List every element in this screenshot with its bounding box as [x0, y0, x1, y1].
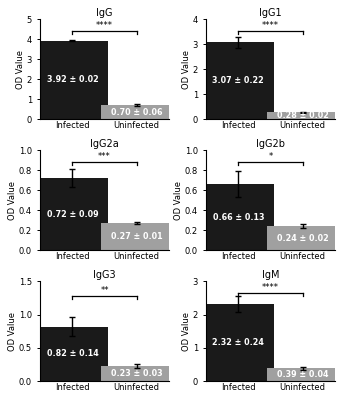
Bar — [267, 226, 338, 250]
Bar — [203, 42, 274, 119]
Y-axis label: OD Value: OD Value — [174, 181, 183, 220]
Bar — [203, 184, 274, 250]
Bar — [37, 326, 108, 381]
Bar — [37, 41, 108, 119]
Text: 3.92 ± 0.02: 3.92 ± 0.02 — [47, 76, 98, 84]
Y-axis label: OD Value: OD Value — [8, 181, 17, 220]
Title: IgG1: IgG1 — [259, 8, 282, 18]
Title: IgG3: IgG3 — [93, 270, 116, 280]
Y-axis label: OD Value: OD Value — [182, 312, 191, 351]
Text: 0.39 ± 0.04: 0.39 ± 0.04 — [277, 370, 328, 379]
Text: *: * — [268, 152, 273, 161]
Text: 0.27 ± 0.01: 0.27 ± 0.01 — [111, 232, 163, 241]
Text: 2.32 ± 0.24: 2.32 ± 0.24 — [212, 338, 264, 347]
Text: 0.70 ± 0.06: 0.70 ± 0.06 — [111, 108, 162, 117]
Bar — [267, 112, 338, 119]
Text: ****: **** — [96, 21, 113, 30]
Title: IgM: IgM — [262, 270, 279, 280]
Title: IgG2b: IgG2b — [256, 139, 285, 149]
Bar — [203, 304, 274, 381]
Text: 0.72 ± 0.09: 0.72 ± 0.09 — [47, 210, 98, 219]
Y-axis label: OD Value: OD Value — [16, 50, 25, 89]
Title: IgG: IgG — [96, 8, 113, 18]
Text: 0.23 ± 0.03: 0.23 ± 0.03 — [111, 369, 163, 378]
Text: 3.07 ± 0.22: 3.07 ± 0.22 — [212, 76, 264, 85]
Title: IgG2a: IgG2a — [90, 139, 119, 149]
Text: ****: **** — [262, 283, 279, 292]
Text: ***: *** — [98, 152, 111, 161]
Text: **: ** — [100, 286, 109, 295]
Bar — [267, 368, 338, 381]
Text: 0.28 ± 0.02: 0.28 ± 0.02 — [276, 111, 329, 120]
Bar — [101, 366, 172, 381]
Bar — [101, 105, 172, 119]
Text: 0.82 ± 0.14: 0.82 ± 0.14 — [47, 350, 98, 358]
Text: ****: **** — [262, 21, 279, 30]
Text: 0.24 ± 0.02: 0.24 ± 0.02 — [277, 234, 329, 243]
Text: 0.66 ± 0.13: 0.66 ± 0.13 — [213, 213, 264, 222]
Y-axis label: OD Value: OD Value — [9, 312, 17, 351]
Bar — [101, 223, 172, 250]
Y-axis label: OD Value: OD Value — [182, 50, 191, 89]
Bar — [37, 178, 108, 250]
